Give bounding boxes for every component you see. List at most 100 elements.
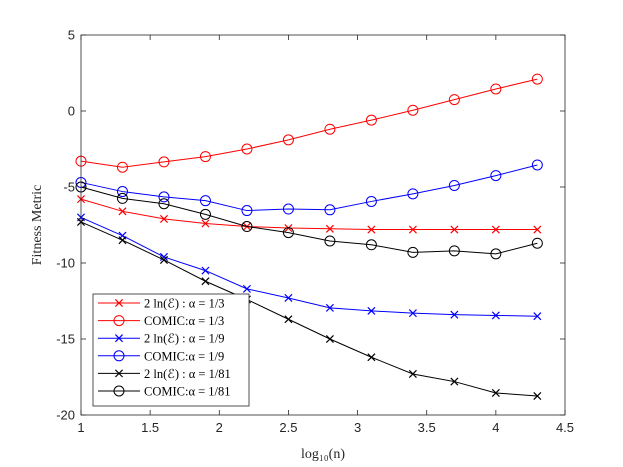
y-tick-label: -5: [63, 180, 75, 195]
data-point: [241, 143, 253, 155]
y-tick-label: 0: [68, 104, 75, 119]
data-point: [407, 188, 419, 200]
data-point: [408, 369, 417, 378]
data-point: [325, 334, 334, 344]
legend-label: 2 ln(ℰ) : α = 1/81: [144, 367, 231, 381]
legend-label: 2 ln(ℰ) : α = 1/9: [144, 332, 225, 346]
data-point: [365, 195, 377, 207]
data-point: [448, 94, 460, 106]
y-axis-label: Fitness Metric: [30, 185, 45, 266]
series-line: [80, 186, 538, 255]
data-point: [367, 353, 376, 362]
data-point: [158, 191, 170, 203]
data-point: [118, 207, 127, 216]
data-point: [282, 134, 294, 146]
plot-frame: [80, 34, 566, 416]
series-line: [80, 198, 538, 231]
data-point: [118, 236, 127, 245]
legend-marker: [113, 385, 125, 397]
data-point: [407, 104, 419, 116]
data-point: [116, 161, 128, 173]
data-point: [448, 245, 460, 257]
data-point: [199, 208, 211, 220]
data-point: [159, 214, 168, 223]
legend-label: COMIC:α = 1/81: [144, 385, 231, 399]
y-tick-label: 5: [68, 28, 75, 43]
legend-entry: COMIC:α = 1/9: [98, 349, 224, 363]
data-point: [491, 388, 500, 397]
data-point: [282, 227, 294, 239]
data-point: [116, 192, 128, 204]
data-point: [491, 225, 500, 234]
tick-layer: 1 1.5 2 2.5 3 3.5 4 4.5 -20 -15 -10 -5 0 5: [56, 28, 574, 436]
data-point: [408, 225, 417, 234]
data-point: [490, 83, 502, 95]
legend: 2 ln(ℰ) : α = 1/3 COMIC:α = 1/3 2 ln(ℰ) : …: [92, 293, 250, 407]
data-point: [201, 277, 210, 286]
series-6: [75, 181, 543, 260]
series-layer: [75, 73, 543, 401]
series-line: [80, 164, 538, 212]
data-point: [531, 73, 543, 85]
y-tick-label: -20: [56, 408, 75, 423]
data-point: [158, 156, 170, 168]
data-point: [282, 203, 294, 215]
series-line: [80, 216, 538, 317]
data-point: [284, 293, 293, 302]
data-point: [450, 225, 459, 234]
x-tick-label: 3.5: [418, 420, 436, 435]
legend-entry: COMIC:α = 1/3: [98, 314, 224, 328]
data-point: [325, 303, 334, 312]
data-point: [407, 246, 419, 258]
legend-marker: [113, 315, 125, 327]
legend-label: COMIC:α = 1/3: [144, 314, 224, 328]
x-tick-label: 1.5: [141, 420, 159, 435]
data-point: [242, 284, 251, 293]
data-point: [408, 309, 417, 318]
legend-label: COMIC:α = 1/9: [144, 349, 224, 363]
x-axis-label: log₁₀(n): [301, 447, 345, 462]
x-tick-label: 1: [77, 420, 84, 435]
series-4: [75, 159, 543, 217]
data-point: [284, 315, 293, 324]
data-point: [201, 219, 210, 228]
data-point: [365, 239, 377, 251]
data-point: [158, 198, 170, 210]
data-point: [201, 266, 210, 275]
series-line: [80, 221, 538, 397]
data-point: [241, 221, 253, 233]
legend-box: [92, 293, 250, 407]
series-5: [76, 217, 542, 401]
legend-marker: [113, 350, 125, 362]
data-point: [159, 255, 168, 264]
data-point: [531, 159, 543, 171]
data-point: [324, 204, 336, 216]
legend-marker: [114, 334, 124, 343]
x-tick-label: 2: [216, 420, 223, 435]
data-point: [241, 205, 253, 217]
x-tick-label: 4: [492, 420, 499, 435]
data-point: [531, 237, 543, 249]
data-point: [533, 391, 542, 401]
legend-entry: 2 ln(ℰ) : α = 1/81: [98, 367, 231, 381]
x-tick-label: 3: [354, 420, 361, 435]
y-tick-label: -10: [56, 256, 75, 271]
legend-label: 2 ln(ℰ) : α = 1/3: [144, 297, 225, 311]
series-line: [80, 78, 538, 168]
data-point: [490, 248, 502, 260]
data-point: [533, 312, 542, 321]
data-point: [450, 377, 459, 386]
y-tick-label: -15: [56, 332, 75, 347]
data-point: [325, 224, 334, 233]
legend-marker: [114, 369, 124, 378]
x-tick-label: 2.5: [279, 420, 297, 435]
data-point: [324, 123, 336, 135]
legend-entry: 2 ln(ℰ) : α = 1/9: [98, 332, 225, 346]
data-point: [365, 114, 377, 126]
x-tick-label: 4.5: [556, 420, 574, 435]
legend-entry: COMIC:α = 1/81: [98, 385, 231, 399]
data-point: [533, 225, 542, 234]
data-point: [367, 225, 376, 234]
data-point: [490, 170, 502, 182]
